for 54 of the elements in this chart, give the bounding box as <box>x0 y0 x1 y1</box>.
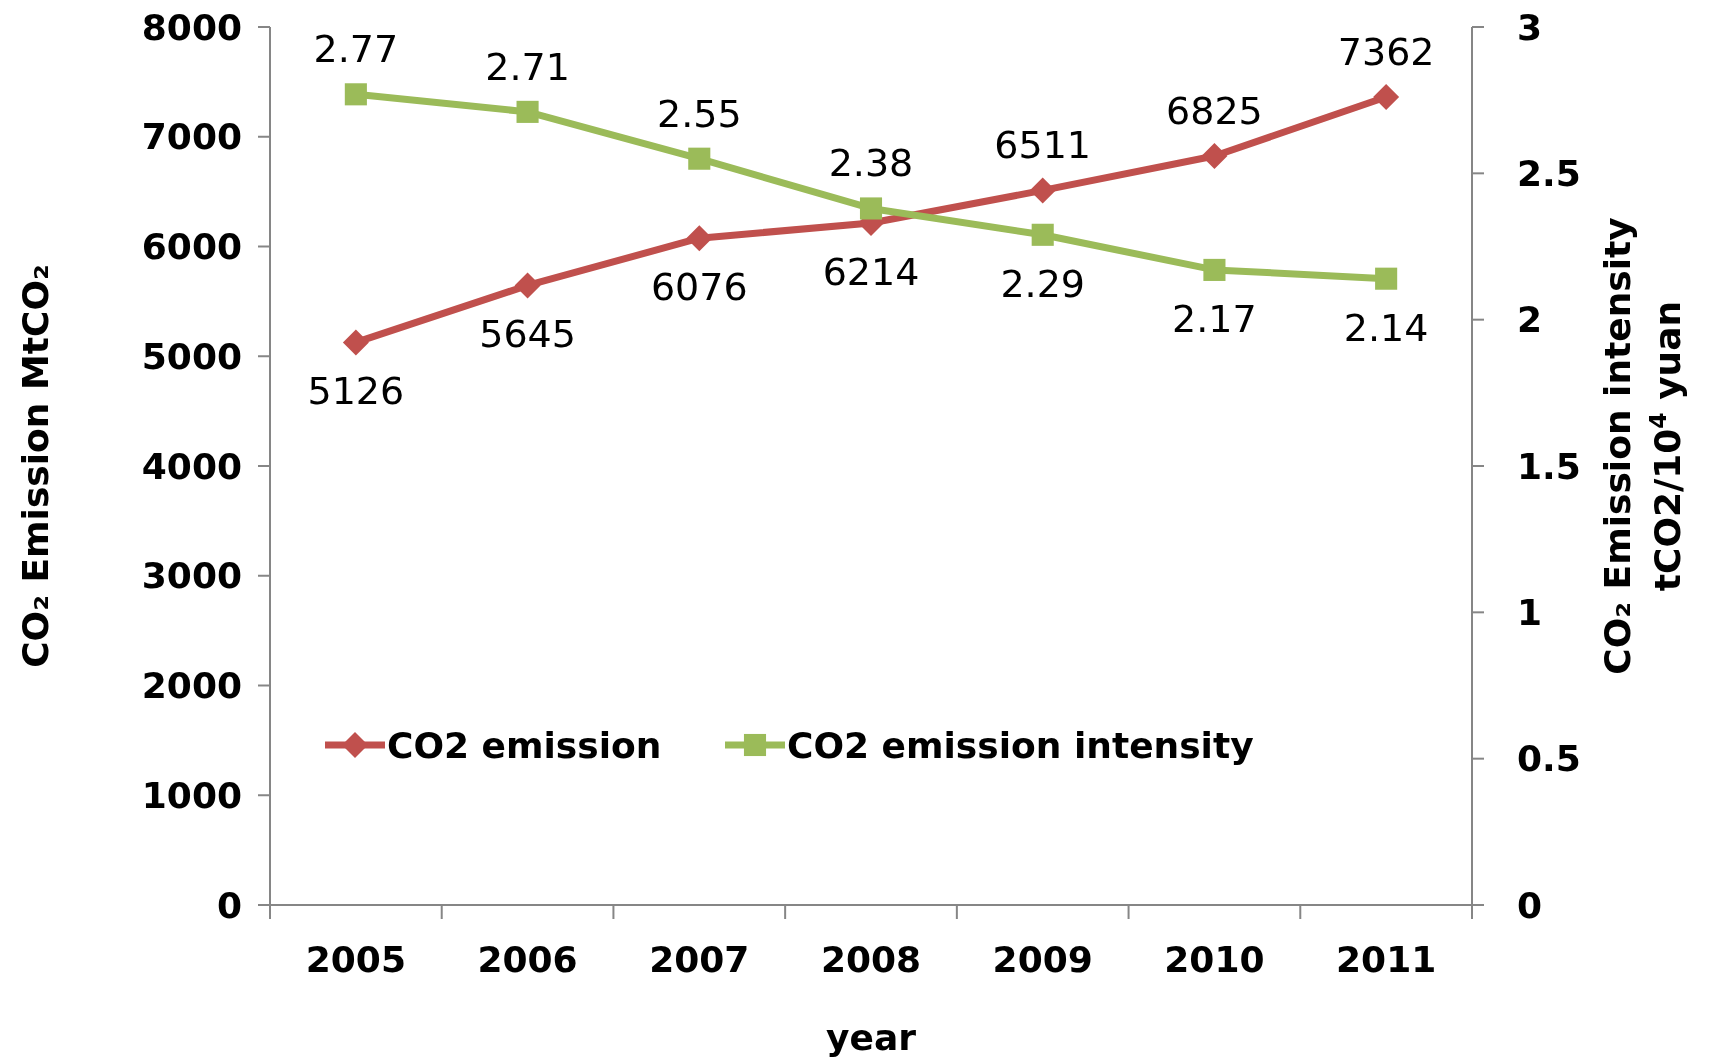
point <box>859 197 883 220</box>
point <box>686 225 713 252</box>
x-tick-label: 2005 <box>305 939 406 980</box>
legend-label: CO2 emission intensity <box>787 724 1254 766</box>
data-label: 6214 <box>822 250 920 295</box>
point <box>342 329 369 356</box>
y-tick-label: 5000 <box>141 335 242 377</box>
data-label: 2.77 <box>313 27 399 72</box>
point <box>1029 177 1056 204</box>
y2-tick-label: 0.5 <box>1517 738 1581 780</box>
data-label: 2.17 <box>1172 296 1257 341</box>
y2-tick-label: 3 <box>1517 6 1543 48</box>
x-tick-label: 2009 <box>992 939 1093 980</box>
legend-label: CO2 emission <box>387 724 662 766</box>
y-tick-label: 3000 <box>141 555 242 597</box>
data-label: 2.29 <box>1000 261 1086 306</box>
x-tick-label: 2007 <box>649 939 750 980</box>
y-tick-label: 7000 <box>141 116 242 158</box>
point <box>516 100 539 123</box>
x-axis-title: year <box>826 1017 917 1058</box>
x-tick-label: 2010 <box>1164 939 1265 980</box>
point <box>1031 223 1054 246</box>
y-tick-label: 8000 <box>141 6 242 48</box>
x-tick-label: 2008 <box>820 939 922 980</box>
y-axis-title: CO₂ Emission MtCO₂ <box>15 264 56 668</box>
y2-tick-label: 0 <box>1517 884 1543 926</box>
y2-tick-label: 2 <box>1517 299 1543 341</box>
data-label: 7362 <box>1337 30 1435 75</box>
data-label: 6511 <box>994 123 1092 168</box>
y-tick-label: 4000 <box>141 445 242 487</box>
x-tick-label: 2011 <box>1336 939 1437 980</box>
y-tick-label: 0 <box>216 884 242 926</box>
data-label: 2.38 <box>828 141 914 186</box>
point <box>1203 258 1226 281</box>
data-label: 6825 <box>1166 88 1263 133</box>
data-label: 2.55 <box>656 91 742 136</box>
point <box>344 83 367 106</box>
y2-tick-label: 1 <box>1517 591 1543 633</box>
data-label: 5645 <box>479 312 576 357</box>
data-label: 5126 <box>307 369 405 414</box>
y2-tick-label: 1.5 <box>1517 445 1581 487</box>
x-tick-label: 2006 <box>477 939 578 980</box>
point <box>1373 84 1400 111</box>
y2-tick-label: 2.5 <box>1517 152 1581 194</box>
y-tick-label: 6000 <box>141 226 242 268</box>
y-tick-label: 2000 <box>141 665 242 707</box>
data-label: 6076 <box>650 265 748 310</box>
point <box>1201 142 1228 169</box>
point <box>1375 267 1398 290</box>
data-label: 2.14 <box>1343 305 1429 350</box>
point <box>514 272 541 299</box>
y-tick-label: 1000 <box>141 774 242 816</box>
data-label: 2.71 <box>485 44 570 89</box>
point <box>688 147 711 170</box>
